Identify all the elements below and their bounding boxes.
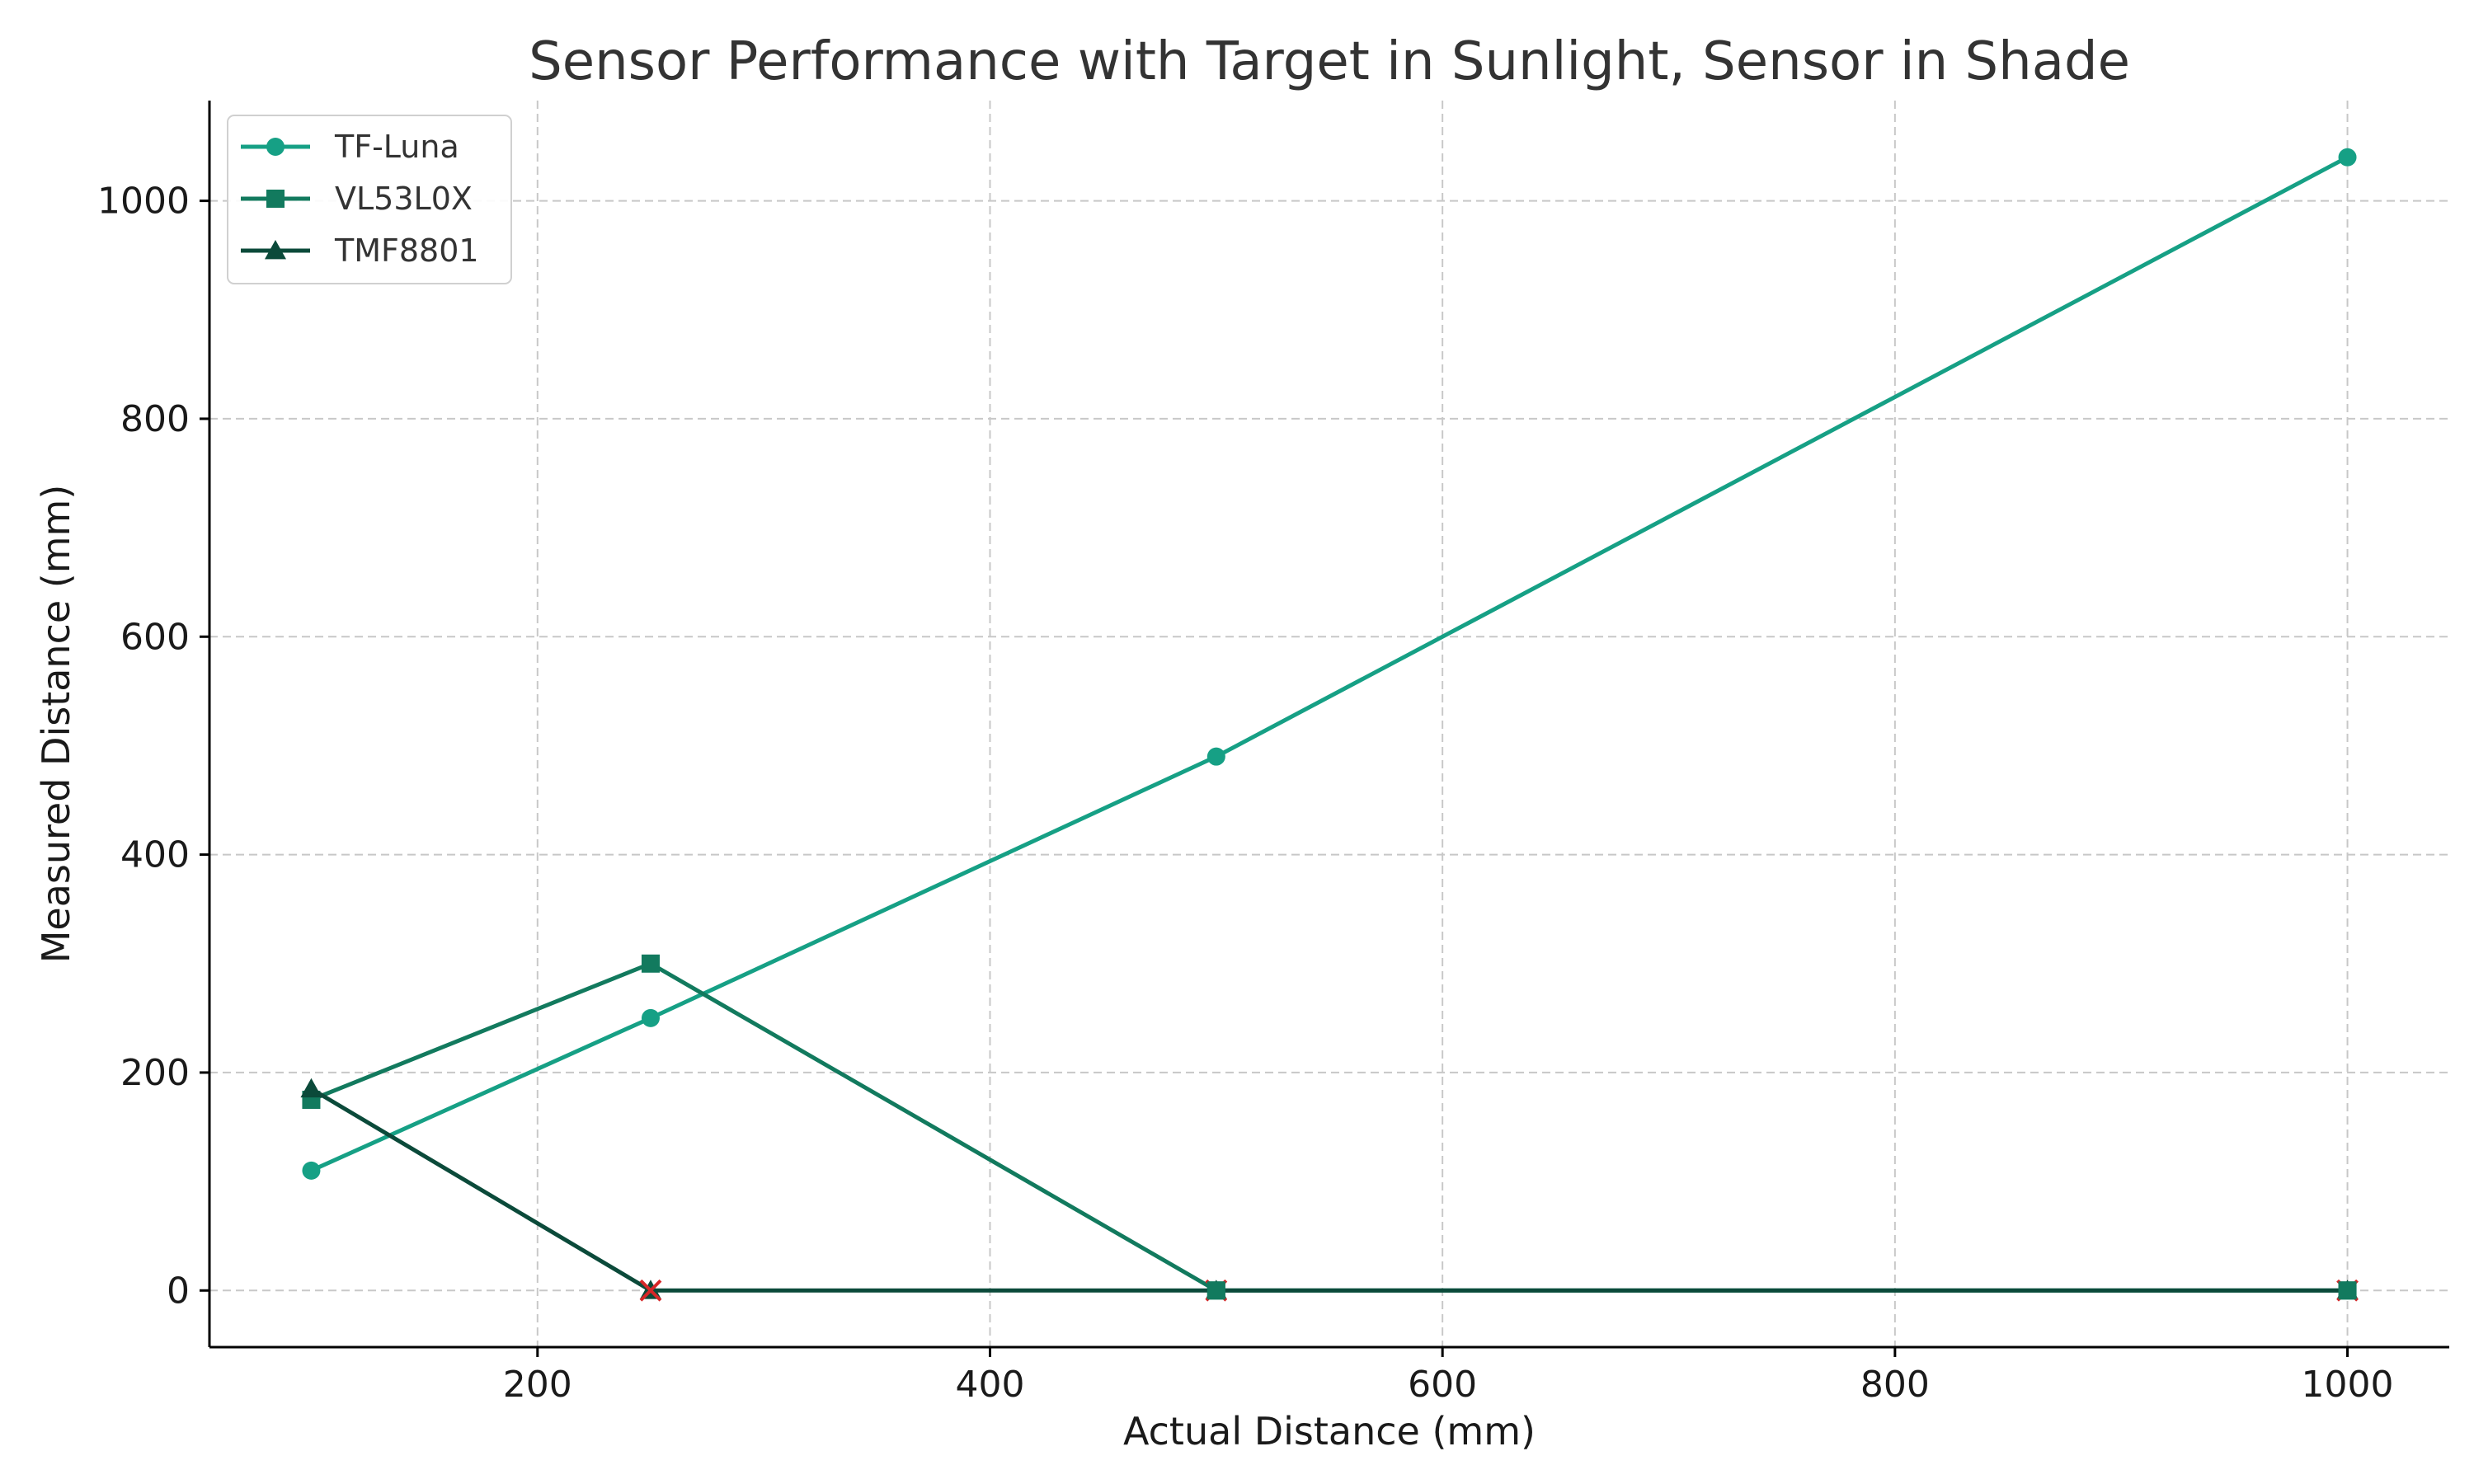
y-tick-label: 0 bbox=[167, 1270, 190, 1312]
failure-marker bbox=[639, 1279, 662, 1302]
data-point bbox=[302, 1161, 321, 1180]
data-point bbox=[2338, 1281, 2357, 1300]
legend-item: TF-Luna bbox=[241, 129, 459, 165]
y-tick-label: 200 bbox=[120, 1052, 190, 1094]
failure-markers bbox=[639, 1279, 2359, 1302]
legend-box bbox=[227, 115, 512, 284]
legend-marker bbox=[265, 240, 286, 260]
data-point bbox=[300, 1078, 322, 1098]
data-point bbox=[641, 954, 660, 973]
series-layer bbox=[300, 148, 2359, 1302]
series-line bbox=[310, 155, 2349, 1173]
y-axis-label: Measured Distance (mm) bbox=[34, 485, 78, 964]
data-point bbox=[1206, 747, 1225, 766]
y-tick-label: 400 bbox=[120, 834, 190, 876]
legend: TF-Luna VL53L0X TMF8801 bbox=[227, 115, 512, 284]
legend-label: VL53L0X bbox=[335, 181, 473, 217]
data-point bbox=[2338, 148, 2357, 167]
series-line bbox=[310, 1087, 2348, 1293]
y-tick-label: 1000 bbox=[97, 181, 190, 223]
chart-title: Sensor Performance with Target in Sunlig… bbox=[529, 31, 2130, 92]
y-tick-label: 800 bbox=[120, 398, 190, 440]
legend-label: TF-Luna bbox=[334, 129, 459, 165]
grid bbox=[209, 101, 2449, 1347]
legend-item: TMF8801 bbox=[241, 232, 479, 269]
series-tf-luna bbox=[302, 148, 2357, 1180]
x-tick-label: 1000 bbox=[2302, 1364, 2394, 1406]
axes bbox=[208, 101, 2449, 1349]
x-axis-label: Actual Distance (mm) bbox=[1123, 1409, 1536, 1453]
data-point bbox=[1206, 1281, 1225, 1300]
x-tick-label: 400 bbox=[955, 1364, 1024, 1406]
legend-marker bbox=[266, 138, 285, 156]
series-vl53l0x bbox=[302, 954, 2357, 1300]
x-tick-label: 800 bbox=[1860, 1364, 1930, 1406]
data-point bbox=[641, 1008, 660, 1027]
legend-label: TMF8801 bbox=[334, 232, 479, 269]
ticks: 200 400 600 800 1000 0 200 400 600 800 1000 bbox=[97, 181, 2394, 1406]
legend-item: VL53L0X bbox=[241, 181, 473, 217]
y-tick-label: 600 bbox=[120, 616, 190, 658]
series-tmf8801 bbox=[300, 1078, 2359, 1299]
legend-marker bbox=[266, 190, 285, 208]
failure-stroke bbox=[639, 1279, 662, 1302]
x-tick-label: 200 bbox=[503, 1364, 572, 1406]
x-tick-label: 600 bbox=[1408, 1364, 1477, 1406]
series-line bbox=[310, 961, 2348, 1293]
